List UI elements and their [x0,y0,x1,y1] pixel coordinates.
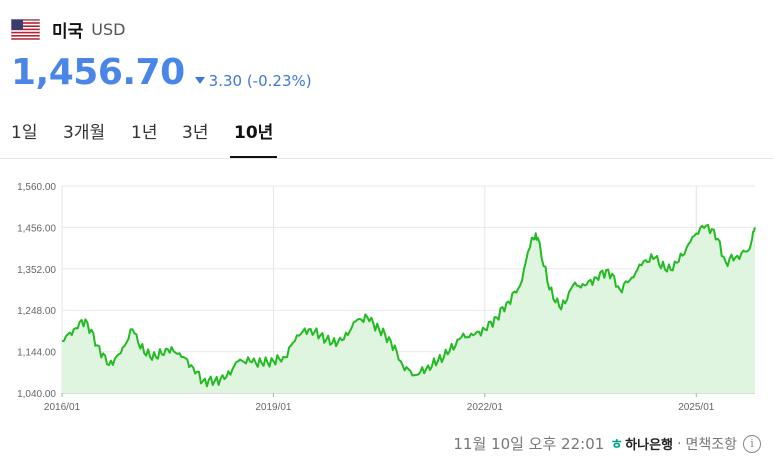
hana-bank-icon: ㅎ [610,436,624,453]
us-flag-icon [11,18,40,40]
chart-footer: 11월 10일 오후 22:01 ㅎ 하나은행 · 면책조항 i [453,433,761,454]
country-name: 미국 [52,21,84,42]
footer-separator: · [677,435,682,452]
info-icon[interactable]: i [743,434,761,453]
exchange-rate-chart: 1,560.00 1,456.00 1,352.00 1,248.00 1,144.00… [17,182,756,413]
period-tabs: 1일 3개월 1년 3년 10년 [0,118,773,159]
series-line [61,224,756,388]
exchange-rate: 1,456.70 [11,52,185,93]
currency-header: 미국 USD [11,16,125,42]
y-tick-label: 1,144.00 [17,348,56,359]
tab-10y[interactable]: 10년 [230,118,278,158]
currency-code: USD [91,19,126,39]
tab-1d[interactable]: 1일 [11,123,38,143]
y-tick-label: 1,352.00 [17,265,56,276]
y-tick-label: 1,248.00 [17,306,56,317]
x-tick-label: 2016/01 [44,402,81,413]
y-tick-label: 1,560.00 [17,182,56,193]
x-tick-label: 2022/01 [467,402,504,413]
bank-name: 하나은행 [625,438,674,453]
tab-1y[interactable]: 1년 [131,123,158,143]
rate-change-value: 3.30 (-0.23%) [208,71,312,90]
tab-3m[interactable]: 3개월 [63,123,106,143]
y-tick-label: 1,456.00 [17,223,56,234]
quote-row: 1,456.70 3.30 (-0.23%) [11,52,312,93]
x-tick-label: 2025/01 [678,402,715,413]
hana-bank-logo: ㅎ 하나은행 [610,434,673,454]
series-area [62,225,755,393]
update-timestamp: 11월 10일 오후 22:01 [453,435,605,453]
tab-3y[interactable]: 3년 [182,123,209,143]
disclaimer-link[interactable]: 면책조항 [685,436,737,453]
x-tick-label: 2019/01 [255,402,292,413]
rate-change: 3.30 (-0.23%) [194,71,312,90]
y-tick-label: 1,040.00 [17,389,56,400]
down-arrow-icon [194,77,205,84]
